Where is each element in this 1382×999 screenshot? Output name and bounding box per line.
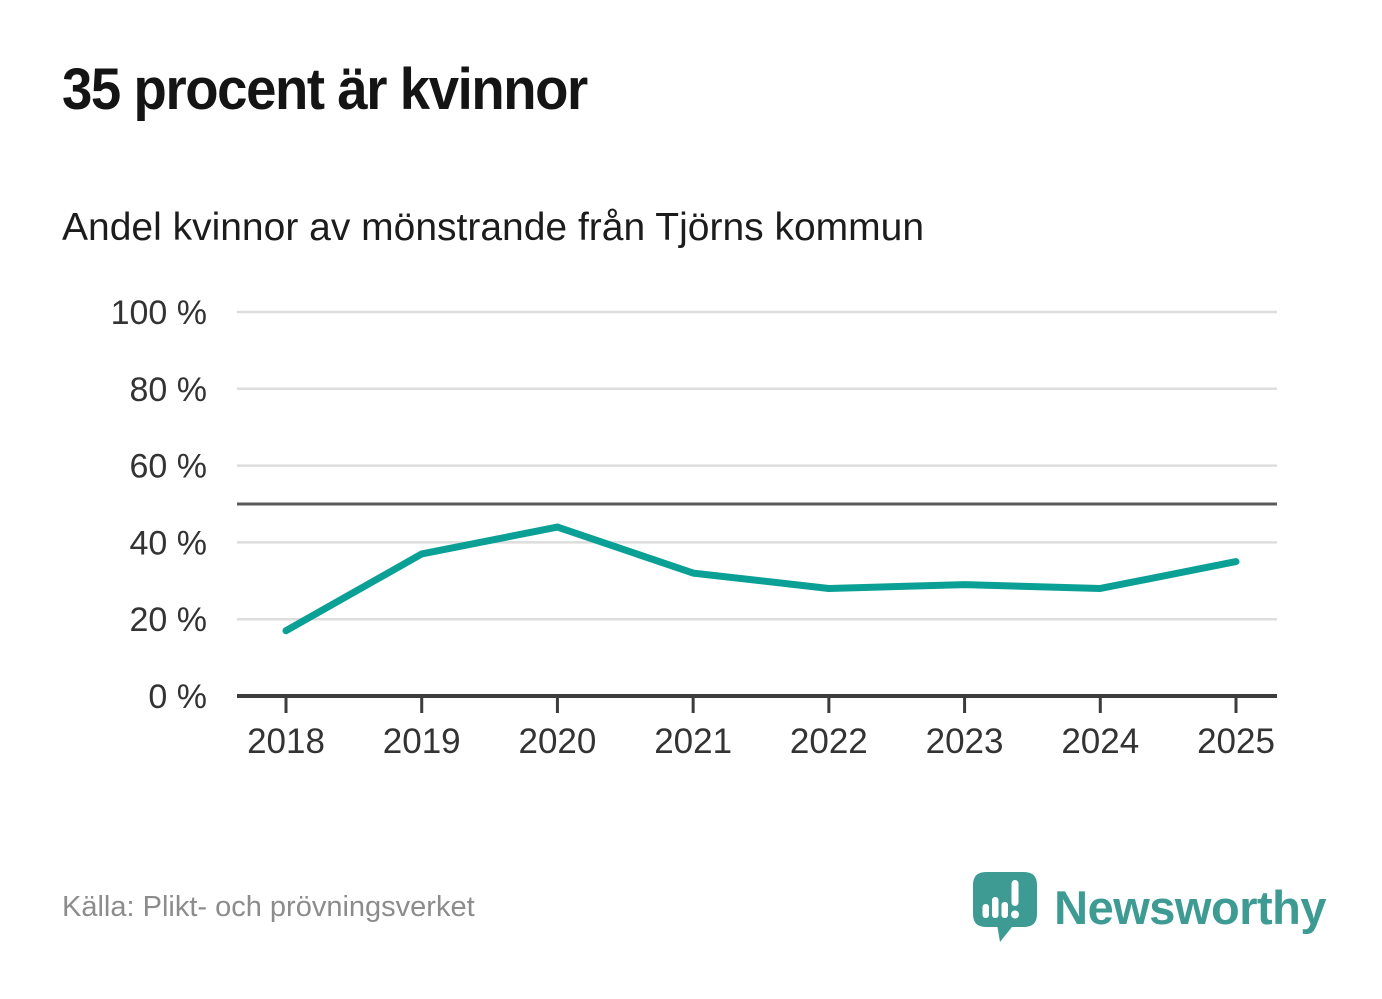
line-chart-svg: 0 % 20 % 40 % 60 % 80 % 100 % 2018 2019 2020 2021… — [111, 294, 1277, 761]
y-tick-label: 60 % — [130, 448, 208, 486]
line-chart: 0 % 20 % 40 % 60 % 80 % 100 % 2018 2019 2020 2021… — [0, 280, 1382, 780]
chart-subtitle: Andel kvinnor av mönstrande från Tjörns … — [62, 206, 925, 249]
exclamation-dot — [1011, 910, 1020, 919]
bar-2 — [992, 897, 999, 918]
footer: Källa: Plikt- och prövningsverket Newswo… — [62, 862, 1326, 952]
x-tick-label: 2023 — [926, 722, 1004, 761]
y-tick-label: 80 % — [130, 371, 208, 409]
y-tick-label: 40 % — [130, 524, 208, 562]
x-tick-label: 2024 — [1061, 722, 1139, 761]
newsworthy-wordmark: Newsworthy — [1054, 880, 1326, 934]
newsworthy-bubble-chart-icon — [973, 872, 1038, 942]
bar-1 — [982, 904, 990, 918]
x-tick-label: 2021 — [654, 722, 732, 761]
y-tick-label: 0 % — [148, 678, 207, 716]
x-tick-label: 2025 — [1197, 722, 1275, 761]
x-tick-label: 2019 — [383, 722, 461, 761]
source-text: Källa: Plikt- och prövningsverket — [62, 890, 475, 923]
bar-3 — [1001, 902, 1009, 918]
y-tick-label: 20 % — [130, 601, 208, 639]
exclamation-bar — [1011, 880, 1019, 906]
y-tick-label: 100 % — [111, 294, 207, 332]
x-tick-label: 2022 — [790, 722, 868, 761]
x-tick-label: 2020 — [518, 722, 596, 761]
newsworthy-logo: Newsworthy — [972, 871, 1326, 943]
x-tick-label: 2018 — [247, 722, 325, 761]
series-line — [282, 523, 1240, 635]
page-title: 35 procent är kvinnor — [62, 57, 588, 122]
